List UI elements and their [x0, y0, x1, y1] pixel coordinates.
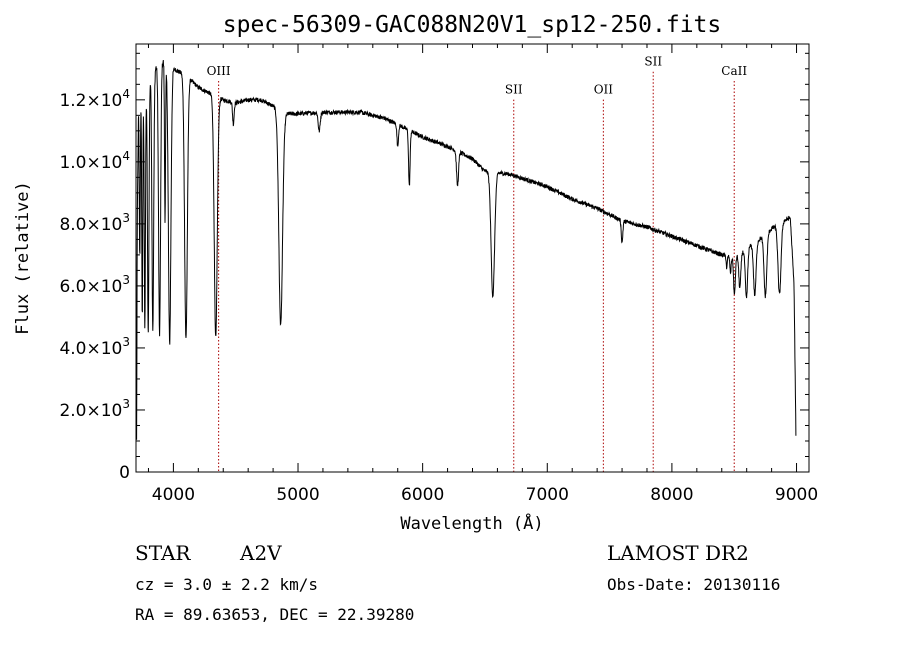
y-tick-label: 4.0×103	[59, 335, 130, 359]
line-marker-label: OII	[594, 83, 614, 97]
x-tick-label: 4000	[152, 485, 195, 505]
line-marker-label: OIII	[207, 64, 231, 78]
x-tick-label: 5000	[276, 485, 319, 505]
x-tick-label: 7000	[526, 485, 569, 505]
y-tick-label: 1.2×104	[59, 87, 130, 111]
y-tick-label: 8.0×103	[59, 211, 130, 235]
spectrum-series	[136, 59, 797, 440]
x-axis-label: Wavelength (Å)	[400, 512, 543, 534]
ra-dec-coordinates: RA = 89.63653, DEC = 22.39280	[135, 605, 414, 624]
y-axis-label: Flux (relative)	[13, 181, 33, 335]
plot-frame	[135, 43, 810, 473]
y-axis-ticks: 0 2.0×103 4.0×103 6.0×103 8.0×103 1.0×104 1.2×…	[59, 52, 809, 483]
object-type: STAR	[135, 541, 191, 565]
survey-name: LAMOST DR2	[607, 541, 749, 565]
line-marker-label: SII	[644, 55, 662, 69]
y-tick-label: 1.0×104	[59, 149, 130, 173]
line-marker-label: CaII	[721, 64, 747, 78]
line-marker-label: SII	[505, 83, 523, 97]
spectral-line-markers: OIII SII OII SII CaII	[207, 55, 747, 472]
y-tick-label: 2.0×103	[59, 397, 130, 421]
chart-title: spec-56309-GAC088N20V1_sp12-250.fits	[223, 12, 722, 38]
x-tick-label: 6000	[401, 485, 444, 505]
object-subclass: A2V	[239, 541, 282, 565]
x-tick-label: 8000	[650, 485, 693, 505]
redshift-cz: cz = 3.0 ± 2.2 km/s	[135, 575, 318, 594]
spectrum-line	[136, 59, 797, 440]
observation-date: Obs-Date: 20130116	[607, 575, 780, 594]
x-axis-ticks: 4000 5000 6000 7000 8000 9000	[147, 44, 818, 505]
y-tick-label: 6.0×103	[59, 273, 130, 297]
x-tick-label: 9000	[775, 485, 818, 505]
y-tick-label: 0	[119, 463, 130, 483]
